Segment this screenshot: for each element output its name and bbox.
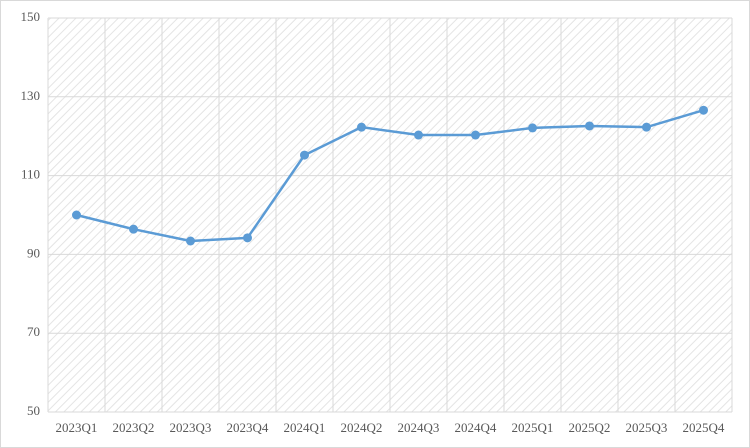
x-tick-label: 2024Q1 [284, 420, 326, 435]
y-tick-label: 90 [27, 245, 40, 260]
x-tick-label: 2023Q3 [170, 420, 212, 435]
x-tick-label: 2025Q4 [683, 420, 725, 435]
x-tick-label: 2024Q4 [455, 420, 497, 435]
point [528, 123, 537, 133]
point [642, 122, 651, 132]
point [129, 224, 138, 234]
x-tick-label: 2023Q1 [56, 420, 98, 435]
x-tick-label: 2025Q1 [512, 420, 554, 435]
point [414, 130, 423, 140]
point [186, 236, 195, 246]
y-tick-label: 130 [21, 88, 41, 103]
x-tick-label: 2024Q3 [398, 420, 440, 435]
x-tick-label: 2023Q4 [227, 420, 269, 435]
point [300, 150, 309, 160]
point [357, 122, 366, 132]
x-tick-label: 2023Q2 [113, 420, 155, 435]
point [585, 121, 594, 131]
point [243, 233, 252, 243]
y-tick-label: 150 [21, 9, 41, 24]
point [72, 210, 81, 220]
line [76, 108, 704, 243]
x-tick-label: 2025Q3 [626, 420, 668, 435]
y-tick-label: 110 [21, 167, 40, 182]
y-tick-label: 70 [27, 324, 40, 339]
y-tick-label: 50 [27, 403, 40, 418]
x-tick-label: 2024Q2 [341, 420, 383, 435]
point [699, 105, 708, 115]
x-tick-label: 2025Q2 [569, 420, 611, 435]
point [471, 130, 480, 140]
